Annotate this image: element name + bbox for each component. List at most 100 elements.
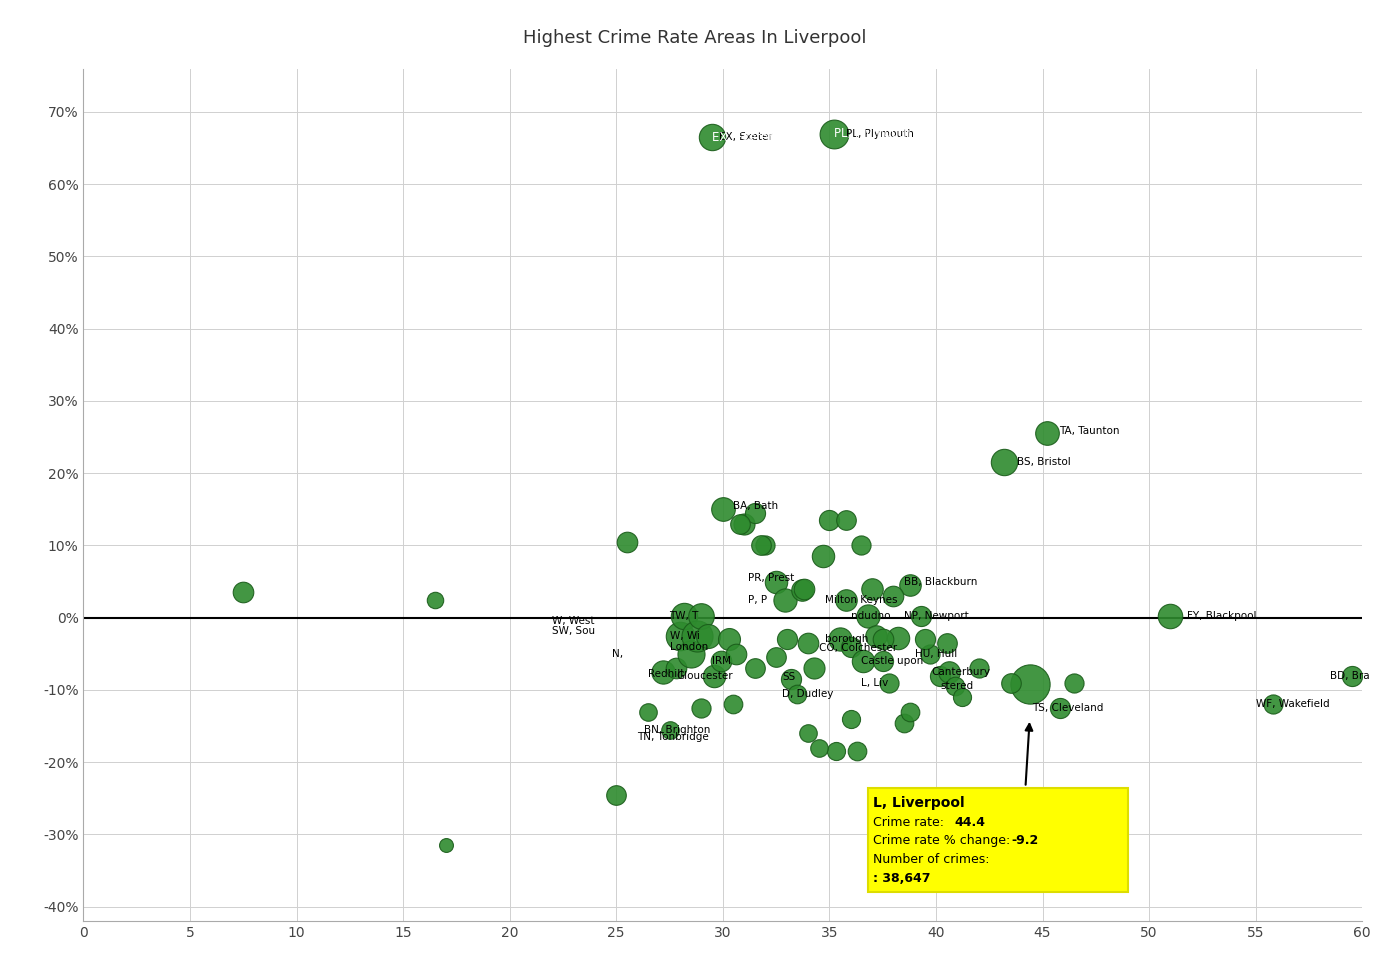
Point	[703, 667, 726, 683]
Point	[1340, 667, 1362, 683]
Text: BS, Bristol: BS, Bristol	[1017, 458, 1070, 467]
Text: W, West: W, West	[552, 616, 595, 626]
Point	[765, 650, 787, 665]
Point	[724, 646, 746, 662]
Point	[687, 628, 709, 644]
Text: BA, Bath: BA, Bath	[734, 501, 778, 511]
Point	[878, 675, 901, 691]
Text: : 38,647: : 38,647	[873, 872, 930, 885]
Point	[910, 609, 933, 624]
Text: Number of crimes:: Number of crimes:	[873, 853, 990, 865]
Text: Castle upon: Castle upon	[862, 656, 923, 666]
Point	[852, 654, 874, 669]
Point	[944, 678, 966, 694]
Point	[938, 664, 960, 680]
Point	[1048, 700, 1070, 715]
Text: TN, Tonbridge: TN, Tonbridge	[638, 732, 709, 742]
Text: Milton Keynes: Milton Keynes	[826, 595, 898, 605]
Point	[787, 686, 809, 702]
Point	[992, 455, 1015, 470]
Point	[883, 588, 905, 604]
Point	[835, 513, 858, 528]
Text: SW, Sou: SW, Sou	[552, 626, 595, 636]
Text: Gloucester: Gloucester	[676, 670, 733, 680]
Point	[856, 609, 878, 624]
Point	[824, 744, 847, 760]
Point	[872, 631, 894, 647]
Point	[744, 661, 766, 676]
Text: TW, T: TW, T	[670, 611, 699, 620]
Point	[951, 689, 973, 705]
Point	[1063, 675, 1086, 691]
Point	[712, 502, 734, 517]
Point	[812, 549, 834, 564]
Point	[664, 661, 687, 676]
Text: London: London	[670, 642, 708, 652]
Point	[1019, 676, 1041, 692]
Point	[999, 675, 1022, 691]
Text: NP, Newport: NP, Newport	[904, 611, 969, 620]
Point	[733, 515, 755, 531]
Text: PL, Plymouth: PL, Plymouth	[847, 128, 915, 138]
Point	[744, 505, 766, 520]
Point	[1159, 609, 1182, 624]
Text: EX, Exeter: EX, Exeter	[719, 132, 773, 142]
Text: ndudno: ndudno	[851, 611, 890, 620]
Point	[696, 628, 719, 644]
Point	[755, 538, 777, 554]
Text: CO, Colchester: CO, Colchester	[819, 643, 897, 653]
Point	[701, 129, 723, 145]
Point	[680, 646, 702, 662]
Point	[723, 697, 745, 712]
Point	[1262, 697, 1284, 712]
Point	[828, 631, 851, 647]
Text: TA, Taunton: TA, Taunton	[1059, 426, 1120, 436]
Text: Highest Crime Rate Areas In Liverpool: Highest Crime Rate Areas In Liverpool	[523, 29, 867, 47]
Text: PR, Prest: PR, Prest	[748, 573, 795, 583]
Text: IRM: IRM	[712, 656, 731, 666]
Text: W, Wi: W, Wi	[670, 631, 699, 641]
Point	[435, 838, 457, 854]
Point	[899, 704, 922, 719]
Text: stered: stered	[940, 681, 973, 691]
Point	[803, 661, 826, 676]
Point	[796, 725, 819, 741]
Text: Canterbury: Canterbury	[931, 667, 991, 677]
Point	[887, 630, 909, 646]
Point	[669, 628, 691, 644]
Text: -9.2: -9.2	[1012, 835, 1038, 848]
Point	[835, 592, 858, 608]
Point	[792, 581, 815, 597]
Point	[616, 534, 638, 550]
Text: P, P: P, P	[748, 595, 767, 605]
Point	[851, 538, 873, 554]
Point	[872, 654, 894, 669]
Point	[751, 538, 773, 554]
Point	[605, 787, 627, 803]
Point	[791, 582, 813, 598]
Point	[840, 639, 862, 655]
Point	[892, 714, 915, 730]
Text: N,: N,	[612, 649, 623, 659]
Point	[840, 711, 862, 727]
Text: Redhill: Redhill	[648, 669, 684, 679]
Point	[691, 700, 713, 715]
Point	[691, 609, 713, 624]
Text: D, Dudley: D, Dudley	[783, 689, 834, 699]
Point	[935, 635, 958, 651]
Point	[780, 671, 802, 687]
Text: TS, Cleveland: TS, Cleveland	[1031, 703, 1104, 713]
Point	[709, 654, 731, 669]
Point	[865, 628, 887, 644]
Point	[1036, 425, 1058, 441]
Text: PL, Plymouth: PL, Plymouth	[834, 127, 910, 140]
Bar	[867, 788, 1127, 893]
Point	[819, 513, 841, 528]
Point	[967, 661, 990, 676]
Point	[847, 744, 869, 760]
Point	[776, 631, 798, 647]
Point	[637, 704, 659, 719]
Text: BN, Brighton: BN, Brighton	[644, 725, 710, 735]
Text: HU, Hull: HU, Hull	[915, 649, 956, 659]
Point	[728, 515, 751, 531]
